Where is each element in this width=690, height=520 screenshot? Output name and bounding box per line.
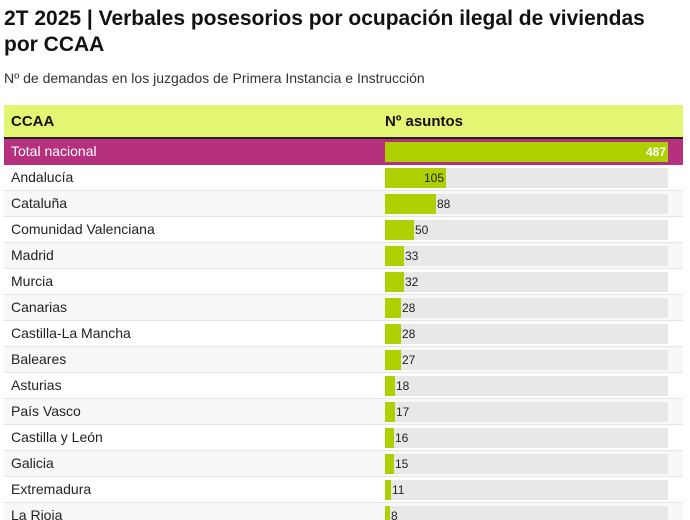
row-label: Asturias [11,377,62,393]
row-label: Canarias [11,299,68,315]
bar [385,298,401,318]
table-row-total: Total nacional 487 [4,139,683,165]
table-row: Galicia 15 [4,451,683,477]
bar-track: 16 [385,428,668,448]
bar-track: 33 [385,246,668,266]
bar-track: 50 [385,220,668,240]
bar [385,142,668,162]
bar [385,168,446,188]
bar-value-label: 17 [396,405,410,419]
bar-track: 11 [385,480,668,500]
bar-track: 88 [385,194,668,214]
table-row: Extremadura 11 [4,477,683,503]
row-label: Galicia [11,455,54,471]
row-label: Extremadura [11,481,92,497]
bar [385,506,390,520]
bar [385,246,404,266]
bar-track: 105 [385,168,668,188]
bar-value-label: 50 [415,223,429,237]
bar [385,454,394,474]
table-row: Comunidad Valenciana 50 [4,217,683,243]
bar-track: 28 [385,324,668,344]
table-row: Murcia 32 [4,269,683,295]
bar-value-label: 88 [437,197,451,211]
bar [385,220,414,240]
bar-value-label: 105 [424,171,445,185]
table-row: Castilla y León 16 [4,425,683,451]
bar-track: 15 [385,454,668,474]
bar [385,272,404,292]
bar-value-label: 28 [402,301,416,315]
bar-value-label: 11 [392,483,405,497]
row-label: País Vasco [11,403,81,419]
table-row: Castilla-La Mancha 28 [4,321,683,347]
bar-track: 27 [385,350,668,370]
bar [385,428,394,448]
bar [385,376,395,396]
bar [385,402,395,422]
row-label: Baleares [11,351,67,367]
bar [385,324,401,344]
row-label: Cataluña [11,195,68,211]
bar-track: 28 [385,298,668,318]
row-label: Castilla y León [11,429,103,445]
bar [385,194,436,214]
bar-value-label: 27 [402,353,416,367]
table-row: Asturias 18 [4,373,683,399]
bar-track: 18 [385,376,668,396]
table-row: Andalucía 105 [4,165,683,191]
bar-track: 32 [385,272,668,292]
column-header-value: Nº asuntos [385,113,463,130]
bar [385,350,401,370]
bar [385,480,391,500]
table-header: CCAA Nº asuntos [4,105,683,139]
table-row: La Rioja 8 [4,503,683,520]
row-label: Murcia [11,273,54,289]
table-row: Baleares 27 [4,347,683,373]
data-table: CCAA Nº asuntos Total nacional 487 Andaluc… [4,105,683,520]
row-label: Total nacional [11,143,97,159]
bar-track: 8 [385,506,668,520]
bar-value-label: 8 [391,509,398,520]
bar-value-label: 28 [402,327,416,341]
row-label: Comunidad Valenciana [11,221,155,237]
table-row: Madrid 33 [4,243,683,269]
bar-value-label: 487 [646,145,667,159]
table-row: Cataluña 88 [4,191,683,217]
chart-title: 2T 2025 | Verbales posesorios por ocupac… [4,7,645,56]
row-label: Castilla-La Mancha [11,325,131,341]
table-body: Total nacional 487 Andalucía 105 Cataluña 88 C… [4,139,683,520]
bar-value-label: 33 [405,249,419,263]
row-label: Andalucía [11,169,74,185]
bar-value-label: 18 [396,379,410,393]
bar-value-label: 32 [405,275,419,289]
table-row: País Vasco 17 [4,399,683,425]
chart-subtitle: Nº de demandas en los juzgados de Primer… [4,70,425,86]
bar-value-label: 15 [395,457,409,471]
bar-track: 17 [385,402,668,422]
row-label: La Rioja [11,507,63,520]
bar-value-label: 16 [395,431,409,445]
column-header-ccaa: CCAA [11,113,55,130]
row-label: Madrid [11,247,54,263]
bar-track: 487 [385,142,668,162]
table-row: Canarias 28 [4,295,683,321]
